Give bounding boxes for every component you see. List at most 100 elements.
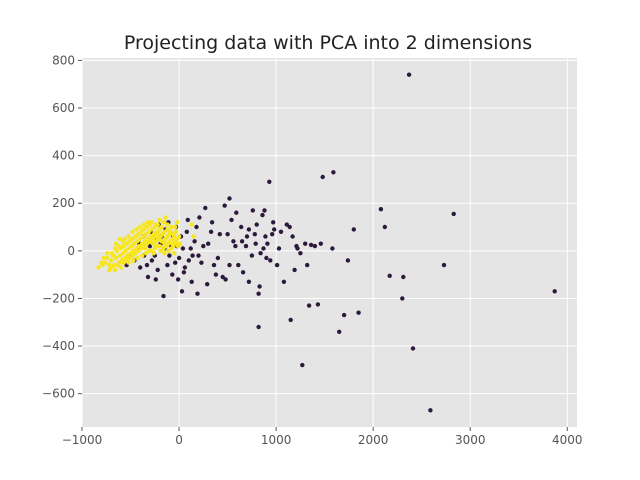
data-point [117, 236, 123, 242]
data-point [146, 229, 152, 234]
data-point [401, 274, 406, 280]
data-point [116, 243, 122, 249]
data-point [222, 203, 227, 208]
data-point [356, 310, 361, 315]
data-point [153, 277, 158, 282]
data-point [180, 246, 186, 251]
data-point [130, 229, 135, 234]
data-point [312, 243, 318, 249]
data-point [254, 222, 259, 227]
data-point [189, 222, 194, 227]
data-point [337, 329, 342, 334]
data-point [166, 248, 171, 253]
data-point [231, 239, 236, 244]
data-point [141, 227, 147, 232]
data-point [112, 267, 118, 273]
data-point [185, 217, 190, 223]
data-point [191, 234, 196, 239]
data-point [139, 246, 144, 251]
data-point [113, 241, 119, 246]
data-point [298, 251, 303, 256]
data-point [162, 241, 167, 246]
data-point [173, 224, 178, 230]
data-point [451, 211, 456, 217]
data-point [233, 243, 238, 249]
data-point [158, 248, 163, 253]
data-point [162, 251, 167, 256]
data-point [192, 239, 197, 244]
data-point [165, 222, 170, 227]
data-point [331, 170, 336, 175]
data-point [253, 241, 258, 246]
data-point [320, 174, 325, 180]
chart-title: Projecting data with PCA into 2 dimensio… [124, 32, 532, 54]
data-point [143, 251, 149, 256]
data-point [143, 232, 149, 237]
data-points [96, 72, 557, 413]
data-point [189, 279, 194, 284]
data-point [150, 236, 156, 242]
data-point [172, 251, 177, 256]
data-point [112, 246, 118, 251]
data-point [126, 234, 131, 239]
data-point [144, 262, 150, 268]
data-point [227, 196, 232, 201]
data-point [195, 291, 200, 296]
data-point [136, 232, 141, 237]
data-point [149, 227, 155, 232]
data-point [117, 253, 123, 258]
data-point [126, 246, 131, 251]
data-point [246, 279, 252, 284]
data-point [161, 220, 166, 225]
data-point [194, 224, 199, 230]
data-point [256, 324, 261, 330]
data-point [287, 224, 292, 230]
data-point [139, 229, 144, 234]
data-point [229, 217, 234, 223]
data-point [257, 284, 262, 289]
data-point [441, 262, 447, 268]
x-tick-label: 2000 [358, 433, 389, 447]
data-point [127, 255, 132, 261]
data-point [250, 208, 255, 213]
data-point [177, 241, 183, 246]
data-point [167, 253, 172, 258]
data-point [256, 291, 261, 296]
data-point [271, 220, 276, 225]
data-point [261, 246, 266, 251]
data-point [351, 227, 356, 232]
data-point [174, 220, 180, 225]
data-point [234, 210, 239, 215]
y-tick-label: 800 [52, 53, 75, 67]
data-point [215, 255, 221, 261]
data-point [246, 227, 252, 232]
data-point [147, 243, 153, 249]
data-point [105, 251, 110, 256]
data-point [288, 317, 293, 323]
data-point [176, 255, 182, 261]
data-point [276, 246, 282, 251]
data-point [140, 234, 146, 239]
x-tick-label: 4000 [552, 433, 583, 447]
data-point [182, 265, 188, 270]
data-point [294, 243, 299, 249]
data-point [162, 229, 167, 234]
data-point [157, 217, 162, 223]
x-tick-label: 1000 [261, 433, 292, 447]
data-point [268, 258, 273, 263]
data-point [341, 312, 347, 318]
data-point [146, 248, 152, 253]
data-point [120, 239, 126, 244]
data-point [552, 289, 557, 294]
data-point [406, 72, 412, 77]
grid-lines [81, 58, 577, 427]
data-point [258, 251, 263, 256]
data-point [142, 246, 148, 251]
data-point [110, 253, 116, 258]
data-point [236, 262, 241, 268]
data-point [135, 239, 140, 244]
data-point [154, 243, 159, 249]
data-point [184, 229, 189, 234]
